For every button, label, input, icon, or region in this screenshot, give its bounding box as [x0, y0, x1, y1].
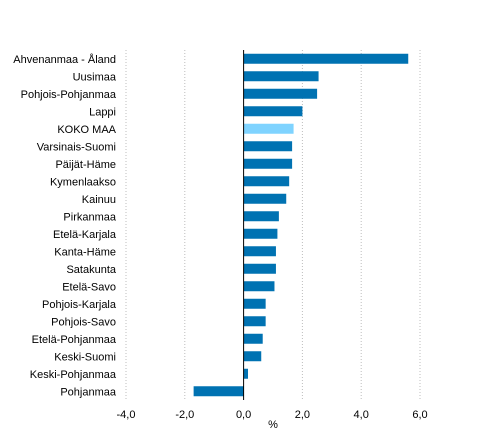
bar [243, 316, 266, 327]
x-tick-label: 2,0 [295, 409, 310, 421]
category-label: Kanta-Häme [54, 246, 116, 258]
bar [243, 246, 276, 257]
bar [243, 351, 262, 362]
category-label: Varsinais-Suomi [37, 141, 116, 153]
bar [243, 298, 266, 309]
x-tick-label: -2,0 [175, 409, 194, 421]
bar [243, 193, 287, 204]
category-label: Uusimaa [73, 71, 117, 83]
category-label: KOKO MAA [57, 124, 116, 136]
category-label: Pohjois-Pohjanmaa [21, 89, 117, 101]
category-label: Keski-Suomi [54, 351, 116, 363]
category-label: Lappi [89, 106, 116, 118]
bar [243, 263, 276, 274]
x-tick-label: 0,0 [236, 409, 251, 421]
grid-lines [125, 50, 421, 400]
category-label: Etelä-Pohjanmaa [32, 334, 117, 346]
bars [193, 53, 409, 397]
bar [243, 71, 319, 82]
category-label: Päijät-Häme [55, 159, 116, 171]
category-label: Pohjois-Karjala [42, 299, 117, 311]
bar [243, 281, 275, 292]
category-label: Etelä-Savo [62, 281, 116, 293]
x-tick-labels: -4,0 -2,0 0,0 2,0 4,0 6,0 [117, 409, 428, 421]
category-label: Pirkanmaa [63, 211, 116, 223]
x-tick-label: 4,0 [354, 409, 369, 421]
bar [243, 368, 249, 379]
bar [243, 123, 294, 134]
bar [243, 158, 293, 169]
category-label: Ahvenanmaa - Åland [13, 53, 116, 66]
category-labels: Ahvenanmaa - Åland Uusimaa Pohjois-Pohjanm… [13, 53, 117, 399]
category-label: Etelä-Karjala [53, 229, 117, 241]
category-label: Satakunta [66, 264, 116, 276]
category-label: Kainuu [82, 194, 116, 206]
bar [193, 386, 244, 397]
x-tick-label: -4,0 [117, 409, 136, 421]
bar [243, 53, 409, 64]
bar [243, 333, 263, 344]
bar [243, 211, 279, 222]
category-label: Kymenlaakso [50, 176, 116, 188]
bar [243, 141, 293, 152]
x-tick-label: 6,0 [412, 409, 427, 421]
bar [243, 88, 318, 99]
bar [243, 228, 278, 239]
category-label: Pohjanmaa [60, 386, 117, 398]
bar [243, 176, 290, 187]
category-label: Pohjois-Savo [51, 316, 116, 328]
category-label: Keski-Pohjanmaa [30, 369, 117, 381]
bar [243, 106, 303, 117]
x-axis-title: % [268, 419, 278, 431]
